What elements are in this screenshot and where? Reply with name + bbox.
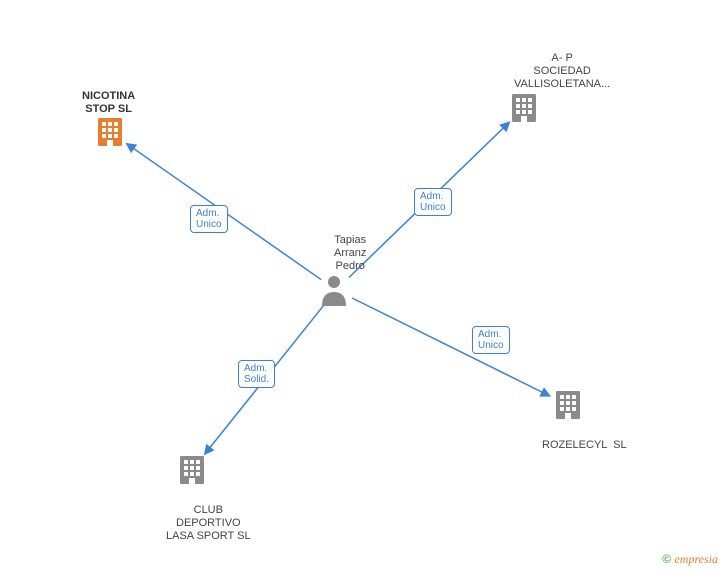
edge-line (352, 298, 550, 396)
building-icon[interactable] (176, 454, 208, 491)
building-icon[interactable] (94, 116, 126, 153)
copyright-brand: empresia (674, 552, 718, 566)
edge-label: Adm. Unico (414, 188, 452, 216)
node-label: NICOTINA STOP SL (82, 90, 135, 116)
node-label: CLUB DEPORTIVO LASA SPORT SL (166, 504, 251, 544)
edge-label: Adm. Unico (190, 205, 228, 233)
building-icon[interactable] (508, 92, 540, 129)
copyright: © empresia (662, 552, 718, 567)
edge-label: Adm. Unico (472, 326, 510, 354)
diagram-canvas: Tapias Arranz Pedro NICOTINA STOP SL A- … (0, 0, 728, 575)
node-label: Tapias Arranz Pedro (334, 234, 366, 274)
edges-layer (0, 0, 728, 575)
node-label: ROZELECYL SL (542, 439, 627, 452)
building-icon[interactable] (552, 389, 584, 426)
copyright-symbol: © (662, 552, 671, 566)
edge-label: Adm. Solid. (238, 360, 275, 388)
person-icon[interactable] (320, 274, 348, 311)
node-label: A- P SOCIEDAD VALLISOLETANA... (514, 52, 610, 92)
